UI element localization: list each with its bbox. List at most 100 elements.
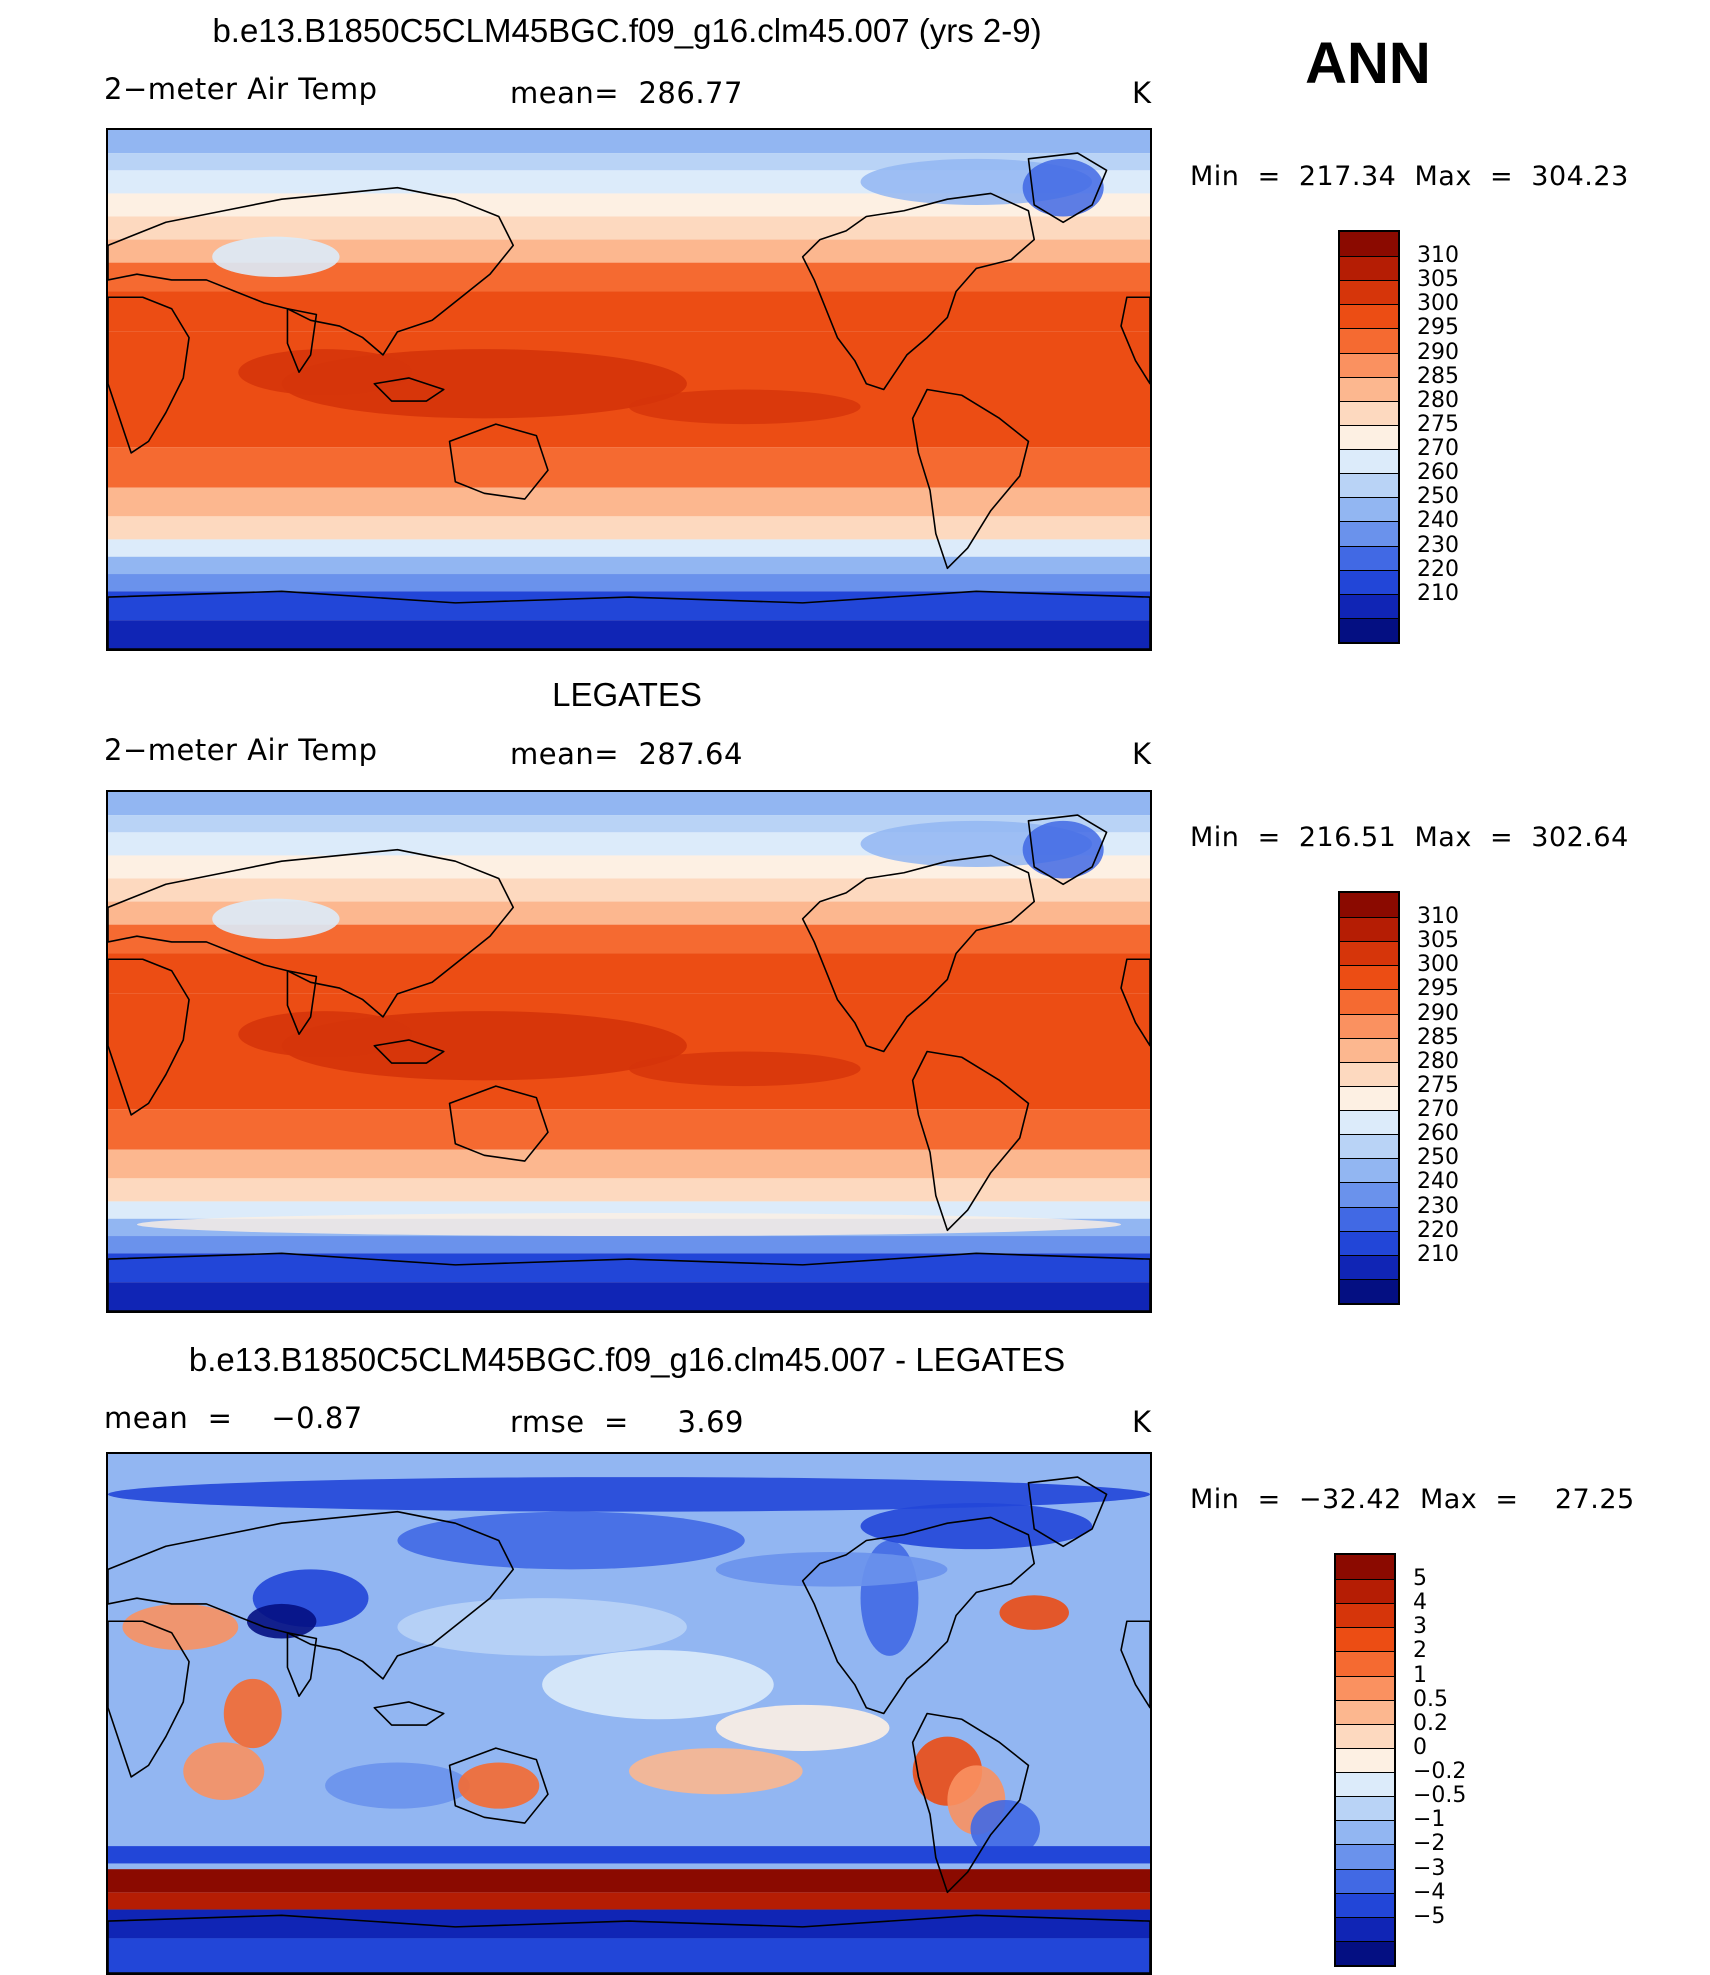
colorbar-swatch bbox=[1336, 1651, 1394, 1676]
map-field bbox=[108, 1454, 1150, 1973]
colorbar-swatch bbox=[1340, 424, 1398, 450]
colorbar-tick-label: 305 bbox=[1417, 267, 1459, 293]
map-diff bbox=[106, 1452, 1152, 1975]
colorbar-tick-label: 285 bbox=[1417, 1024, 1459, 1050]
colorbar-swatch bbox=[1340, 304, 1398, 329]
min-max-label: Min = 217.34 Max = 304.23 bbox=[1190, 161, 1629, 192]
colorbar bbox=[1338, 230, 1400, 644]
colorbar-swatch bbox=[1340, 1085, 1398, 1111]
colorbar-tick-label: 260 bbox=[1417, 460, 1459, 486]
panel-title: b.e13.B1850C5CLM45BGC.f09_g16.clm45.007 … bbox=[188, 1341, 1066, 1378]
colorbar-tick-label: 280 bbox=[1417, 387, 1459, 413]
colorbar-swatch bbox=[1340, 1037, 1398, 1062]
colorbar-swatch bbox=[1340, 1206, 1398, 1231]
colorbar-swatch bbox=[1340, 893, 1398, 918]
colorbar-tick-label: −3 bbox=[1413, 1855, 1446, 1881]
colorbar-swatch bbox=[1336, 1772, 1394, 1797]
colorbar-swatch bbox=[1340, 569, 1398, 594]
colorbar-swatch bbox=[1340, 473, 1398, 498]
coastlines bbox=[108, 152, 1150, 649]
colorbar-tick-label: 3 bbox=[1413, 1614, 1427, 1640]
colorbar-tick-label: 300 bbox=[1417, 952, 1459, 978]
colorbar-swatch bbox=[1340, 376, 1398, 401]
colorbar-tick-label: 230 bbox=[1417, 532, 1459, 558]
units-label: K bbox=[1132, 1405, 1152, 1439]
left-label: 2−meter Air Temp bbox=[104, 733, 378, 767]
map-obs bbox=[106, 790, 1152, 1313]
colorbar-swatch bbox=[1336, 1796, 1394, 1821]
colorbar-swatch bbox=[1340, 280, 1398, 305]
colorbar-tick-label: 310 bbox=[1417, 243, 1459, 269]
colorbar-swatch bbox=[1340, 617, 1398, 642]
colorbar-swatch bbox=[1340, 989, 1398, 1014]
colorbar-tick-label: 210 bbox=[1417, 580, 1459, 606]
colorbar-tick-label: −4 bbox=[1413, 1879, 1446, 1905]
colorbar-tick-label: 1 bbox=[1413, 1662, 1427, 1688]
colorbar-tick-label: 2 bbox=[1413, 1638, 1427, 1664]
colorbar-swatch bbox=[1340, 1230, 1398, 1255]
colorbar-swatch bbox=[1336, 1675, 1394, 1700]
colorbar-swatch bbox=[1336, 1916, 1394, 1941]
colorbar-swatch bbox=[1336, 1723, 1394, 1748]
colorbar-swatch bbox=[1340, 1182, 1398, 1207]
colorbar-tick-label: 310 bbox=[1417, 904, 1459, 930]
map-field bbox=[108, 130, 1150, 649]
colorbar-swatch bbox=[1340, 1278, 1398, 1303]
colorbar-tick-label: 0 bbox=[1413, 1734, 1427, 1760]
colorbar-tick-label: 275 bbox=[1417, 411, 1459, 437]
colorbar-swatch bbox=[1336, 1603, 1394, 1628]
colorbar-swatch bbox=[1336, 1699, 1394, 1724]
colorbar-tick-label: 240 bbox=[1417, 1169, 1459, 1195]
colorbar-swatch bbox=[1336, 1868, 1394, 1893]
colorbar-swatch bbox=[1336, 1627, 1394, 1652]
min-max-label: Min = −32.42 Max = 27.25 bbox=[1190, 1484, 1635, 1515]
colorbar bbox=[1338, 891, 1400, 1305]
colorbar-swatch bbox=[1340, 1013, 1398, 1038]
colorbar-tick-label: 230 bbox=[1417, 1193, 1459, 1219]
colorbar-swatch bbox=[1340, 352, 1398, 377]
colorbar-swatch bbox=[1340, 400, 1398, 425]
coastlines bbox=[108, 814, 1150, 1311]
colorbar-tick-label: 240 bbox=[1417, 508, 1459, 534]
units-label: K bbox=[1132, 76, 1152, 110]
colorbar-swatch bbox=[1340, 545, 1398, 570]
colorbar-tick-label: 250 bbox=[1417, 1145, 1459, 1171]
colorbar-tick-label: 275 bbox=[1417, 1072, 1459, 1098]
colorbar bbox=[1334, 1553, 1396, 1967]
colorbar-swatch bbox=[1340, 593, 1398, 618]
map-model bbox=[106, 128, 1152, 651]
colorbar-tick-label: 220 bbox=[1417, 1217, 1459, 1243]
colorbar-tick-label: −2 bbox=[1413, 1831, 1446, 1857]
colorbar-swatch bbox=[1336, 1555, 1394, 1580]
colorbar-swatch bbox=[1340, 521, 1398, 546]
colorbar-swatch bbox=[1336, 1747, 1394, 1773]
coastlines bbox=[108, 1476, 1150, 1973]
colorbar-tick-label: 0.2 bbox=[1413, 1710, 1448, 1736]
colorbar-tick-label: 5 bbox=[1413, 1566, 1427, 1592]
colorbar-tick-label: 295 bbox=[1417, 976, 1459, 1002]
colorbar-tick-label: 270 bbox=[1417, 1097, 1459, 1123]
left-label: 2−meter Air Temp bbox=[104, 72, 378, 106]
colorbar-tick-label: 300 bbox=[1417, 291, 1459, 317]
colorbar-swatch bbox=[1336, 1820, 1394, 1845]
colorbar-tick-label: 250 bbox=[1417, 484, 1459, 510]
colorbar-tick-label: 4 bbox=[1413, 1590, 1427, 1616]
colorbar-tick-label: 280 bbox=[1417, 1048, 1459, 1074]
colorbar-swatch bbox=[1336, 1579, 1394, 1604]
colorbar-swatch bbox=[1340, 328, 1398, 353]
center-label: rmse = 3.69 bbox=[510, 1405, 745, 1439]
colorbar-swatch bbox=[1340, 941, 1398, 966]
colorbar-tick-label: 290 bbox=[1417, 339, 1459, 365]
units-label: K bbox=[1132, 737, 1152, 771]
colorbar-tick-label: −1 bbox=[1413, 1807, 1446, 1833]
colorbar-swatch bbox=[1336, 1844, 1394, 1869]
colorbar-tick-label: 260 bbox=[1417, 1121, 1459, 1147]
colorbar-swatch bbox=[1340, 449, 1398, 474]
colorbar-tick-label: 285 bbox=[1417, 363, 1459, 389]
colorbar-swatch bbox=[1336, 1940, 1394, 1965]
colorbar-swatch bbox=[1340, 965, 1398, 990]
colorbar-tick-label: −0.5 bbox=[1413, 1783, 1467, 1809]
colorbar-tick-label: 270 bbox=[1417, 436, 1459, 462]
colorbar-swatch bbox=[1336, 1892, 1394, 1917]
colorbar-tick-label: 0.5 bbox=[1413, 1686, 1448, 1712]
